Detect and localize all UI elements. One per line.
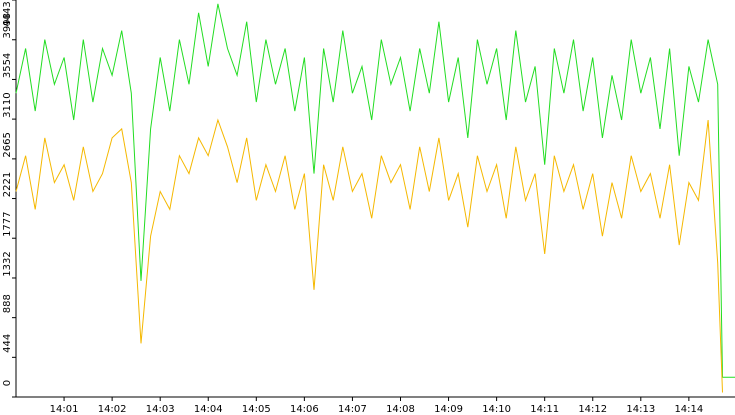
x-tick-label: 14:05 bbox=[242, 404, 271, 415]
y-tick-label: 3110 bbox=[2, 92, 13, 117]
x-tick-label: 14:08 bbox=[386, 404, 415, 415]
y-tick-label: 3554 bbox=[2, 53, 13, 78]
x-tick-label: 14:13 bbox=[626, 404, 655, 415]
y-tick-label: 1777 bbox=[2, 211, 13, 236]
x-tick-label: 14:11 bbox=[530, 404, 559, 415]
x-tick-label: 14:10 bbox=[482, 404, 511, 415]
y-tick-label: 2665 bbox=[2, 132, 13, 157]
y-tick-label: 4443 bbox=[2, 1, 13, 26]
x-tick-label: 14:14 bbox=[674, 404, 703, 415]
y-tick-label: 2221 bbox=[2, 172, 13, 197]
x-tick-label: 14:06 bbox=[290, 404, 319, 415]
x-tick-label: 14:04 bbox=[194, 404, 223, 415]
x-tick-label: 14:09 bbox=[434, 404, 463, 415]
y-tick-label: 888 bbox=[2, 294, 13, 313]
x-tick-label: 14:03 bbox=[146, 404, 175, 415]
x-tick-label: 14:07 bbox=[338, 404, 367, 415]
y-tick-label: 0 bbox=[2, 380, 13, 386]
x-tick-label: 14:01 bbox=[50, 404, 79, 415]
y-tick-label: 444 bbox=[2, 334, 13, 353]
y-tick-label: 3998 bbox=[2, 13, 13, 38]
series-line bbox=[15, 3, 735, 378]
series-line bbox=[15, 118, 723, 393]
x-tick-label: 14:02 bbox=[98, 404, 127, 415]
x-tick-label: 14:12 bbox=[578, 404, 607, 415]
y-tick-label: 1332 bbox=[2, 251, 13, 276]
